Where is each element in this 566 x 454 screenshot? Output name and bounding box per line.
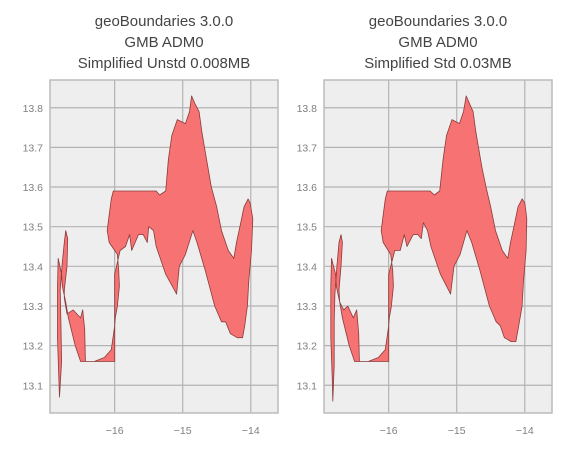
- panel-title-line: Simplified Std 0.03MB: [364, 55, 512, 72]
- panel-title-line: geoBoundaries 3.0.0: [95, 13, 233, 30]
- y-tick-label: 13.6: [297, 182, 318, 194]
- y-tick-label: 13.4: [23, 261, 44, 273]
- panel-title-line: GMB ADM0: [398, 34, 477, 51]
- country-boundary-shape: [57, 95, 254, 398]
- x-tick-label: −16: [380, 425, 398, 437]
- map-panel-2: geoBoundaries 3.0.0 GMB ADM0 Simplified St…: [297, 13, 553, 437]
- country-boundary-shape: [330, 95, 528, 402]
- x-tick-label: −14: [242, 425, 260, 437]
- y-tick-label: 13.5: [297, 222, 318, 234]
- x-tick-label: −15: [174, 425, 192, 437]
- axes-frame: [323, 79, 553, 414]
- y-tick-label: 13.2: [23, 341, 44, 353]
- x-tick-label: −16: [106, 425, 124, 437]
- y-tick-label: 13.1: [23, 380, 44, 392]
- panel-title-line: Simplified Unstd 0.008MB: [78, 55, 251, 72]
- y-tick-label: 13.6: [23, 182, 44, 194]
- x-tick-label: −14: [516, 425, 534, 437]
- y-tick-label: 13.5: [23, 222, 44, 234]
- y-tick-label: 13.1: [297, 380, 318, 392]
- y-tick-label: 13.8: [23, 103, 44, 115]
- axes-frame: [49, 79, 279, 414]
- map-panel-1: geoBoundaries 3.0.0 GMB ADM0 Simplified Un…: [23, 13, 279, 437]
- panel-title-line: GMB ADM0: [124, 34, 203, 51]
- panel-title-line: geoBoundaries 3.0.0: [369, 13, 507, 30]
- y-tick-label: 13.8: [297, 103, 318, 115]
- y-tick-label: 13.4: [297, 261, 318, 273]
- y-tick-label: 13.3: [23, 301, 44, 313]
- y-tick-label: 13.7: [297, 142, 318, 154]
- y-tick-label: 13.3: [297, 301, 318, 313]
- x-tick-label: −15: [448, 425, 466, 437]
- y-tick-label: 13.7: [23, 142, 44, 154]
- y-tick-label: 13.2: [297, 341, 318, 353]
